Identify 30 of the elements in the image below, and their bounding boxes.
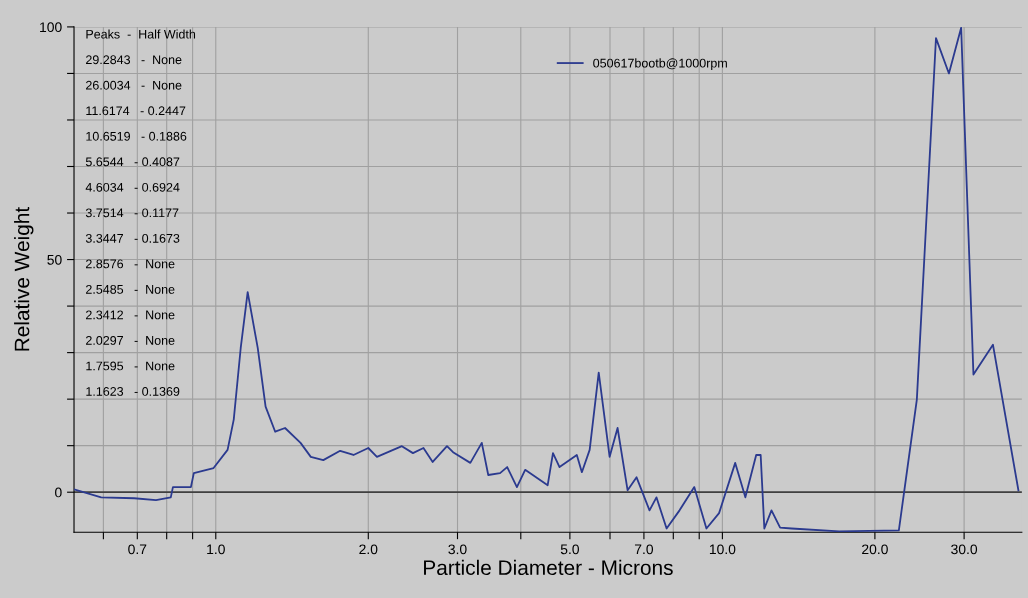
annotation: Peaks - Half Width [86,29,196,39]
annotation: 2.8576 - None [86,259,175,269]
x-tick-label: 7.0 [634,544,654,555]
y-tick-label: 100 [40,22,62,33]
x-tick-label: 5.0 [560,544,579,555]
x-tick-label: 10.0 [709,544,736,555]
annotation: 1.1623 - 0.1369 [86,387,180,396]
annotation: 10.6519 - 0.1886 [86,131,187,141]
x-tick-label: 0.7 [128,544,147,555]
y-tick-label: 50 [47,254,62,265]
x-tick-label: 2.0 [359,544,378,555]
legend-label: 050617bootb@1000rpm [593,58,727,71]
annotation: 2.3412 - None [86,310,175,320]
x-tick-label: 3.0 [448,544,467,555]
annotation: 1.7595 - None [86,361,175,371]
annotation: 5.6544 - 0.4087 [85,157,180,167]
x-tick-label: 1.0 [207,544,225,555]
annotation: 3.3447 - 0.1673 [85,233,180,243]
annotation: 29.2843 - None [86,55,182,65]
annotation: 3.7514 - 0.1177 [85,208,179,218]
y-tick-label: 0 [55,487,62,498]
annotation: 11.6174 - 0.2447 [86,106,186,116]
x-tick-label: 30.0 [951,544,978,555]
annotation: 4.6034 - 0.6924 [85,182,180,192]
x-axis-title: Particle Diameter - Microns [424,559,673,576]
y-axis-title: Relative Weight [14,206,34,351]
annotation: 2.5485 - None [86,284,175,294]
x-tick-label: 20.0 [862,544,888,555]
annotation: 26.0034 - None [86,80,182,90]
annotation: 2.0297 - None [86,335,175,345]
